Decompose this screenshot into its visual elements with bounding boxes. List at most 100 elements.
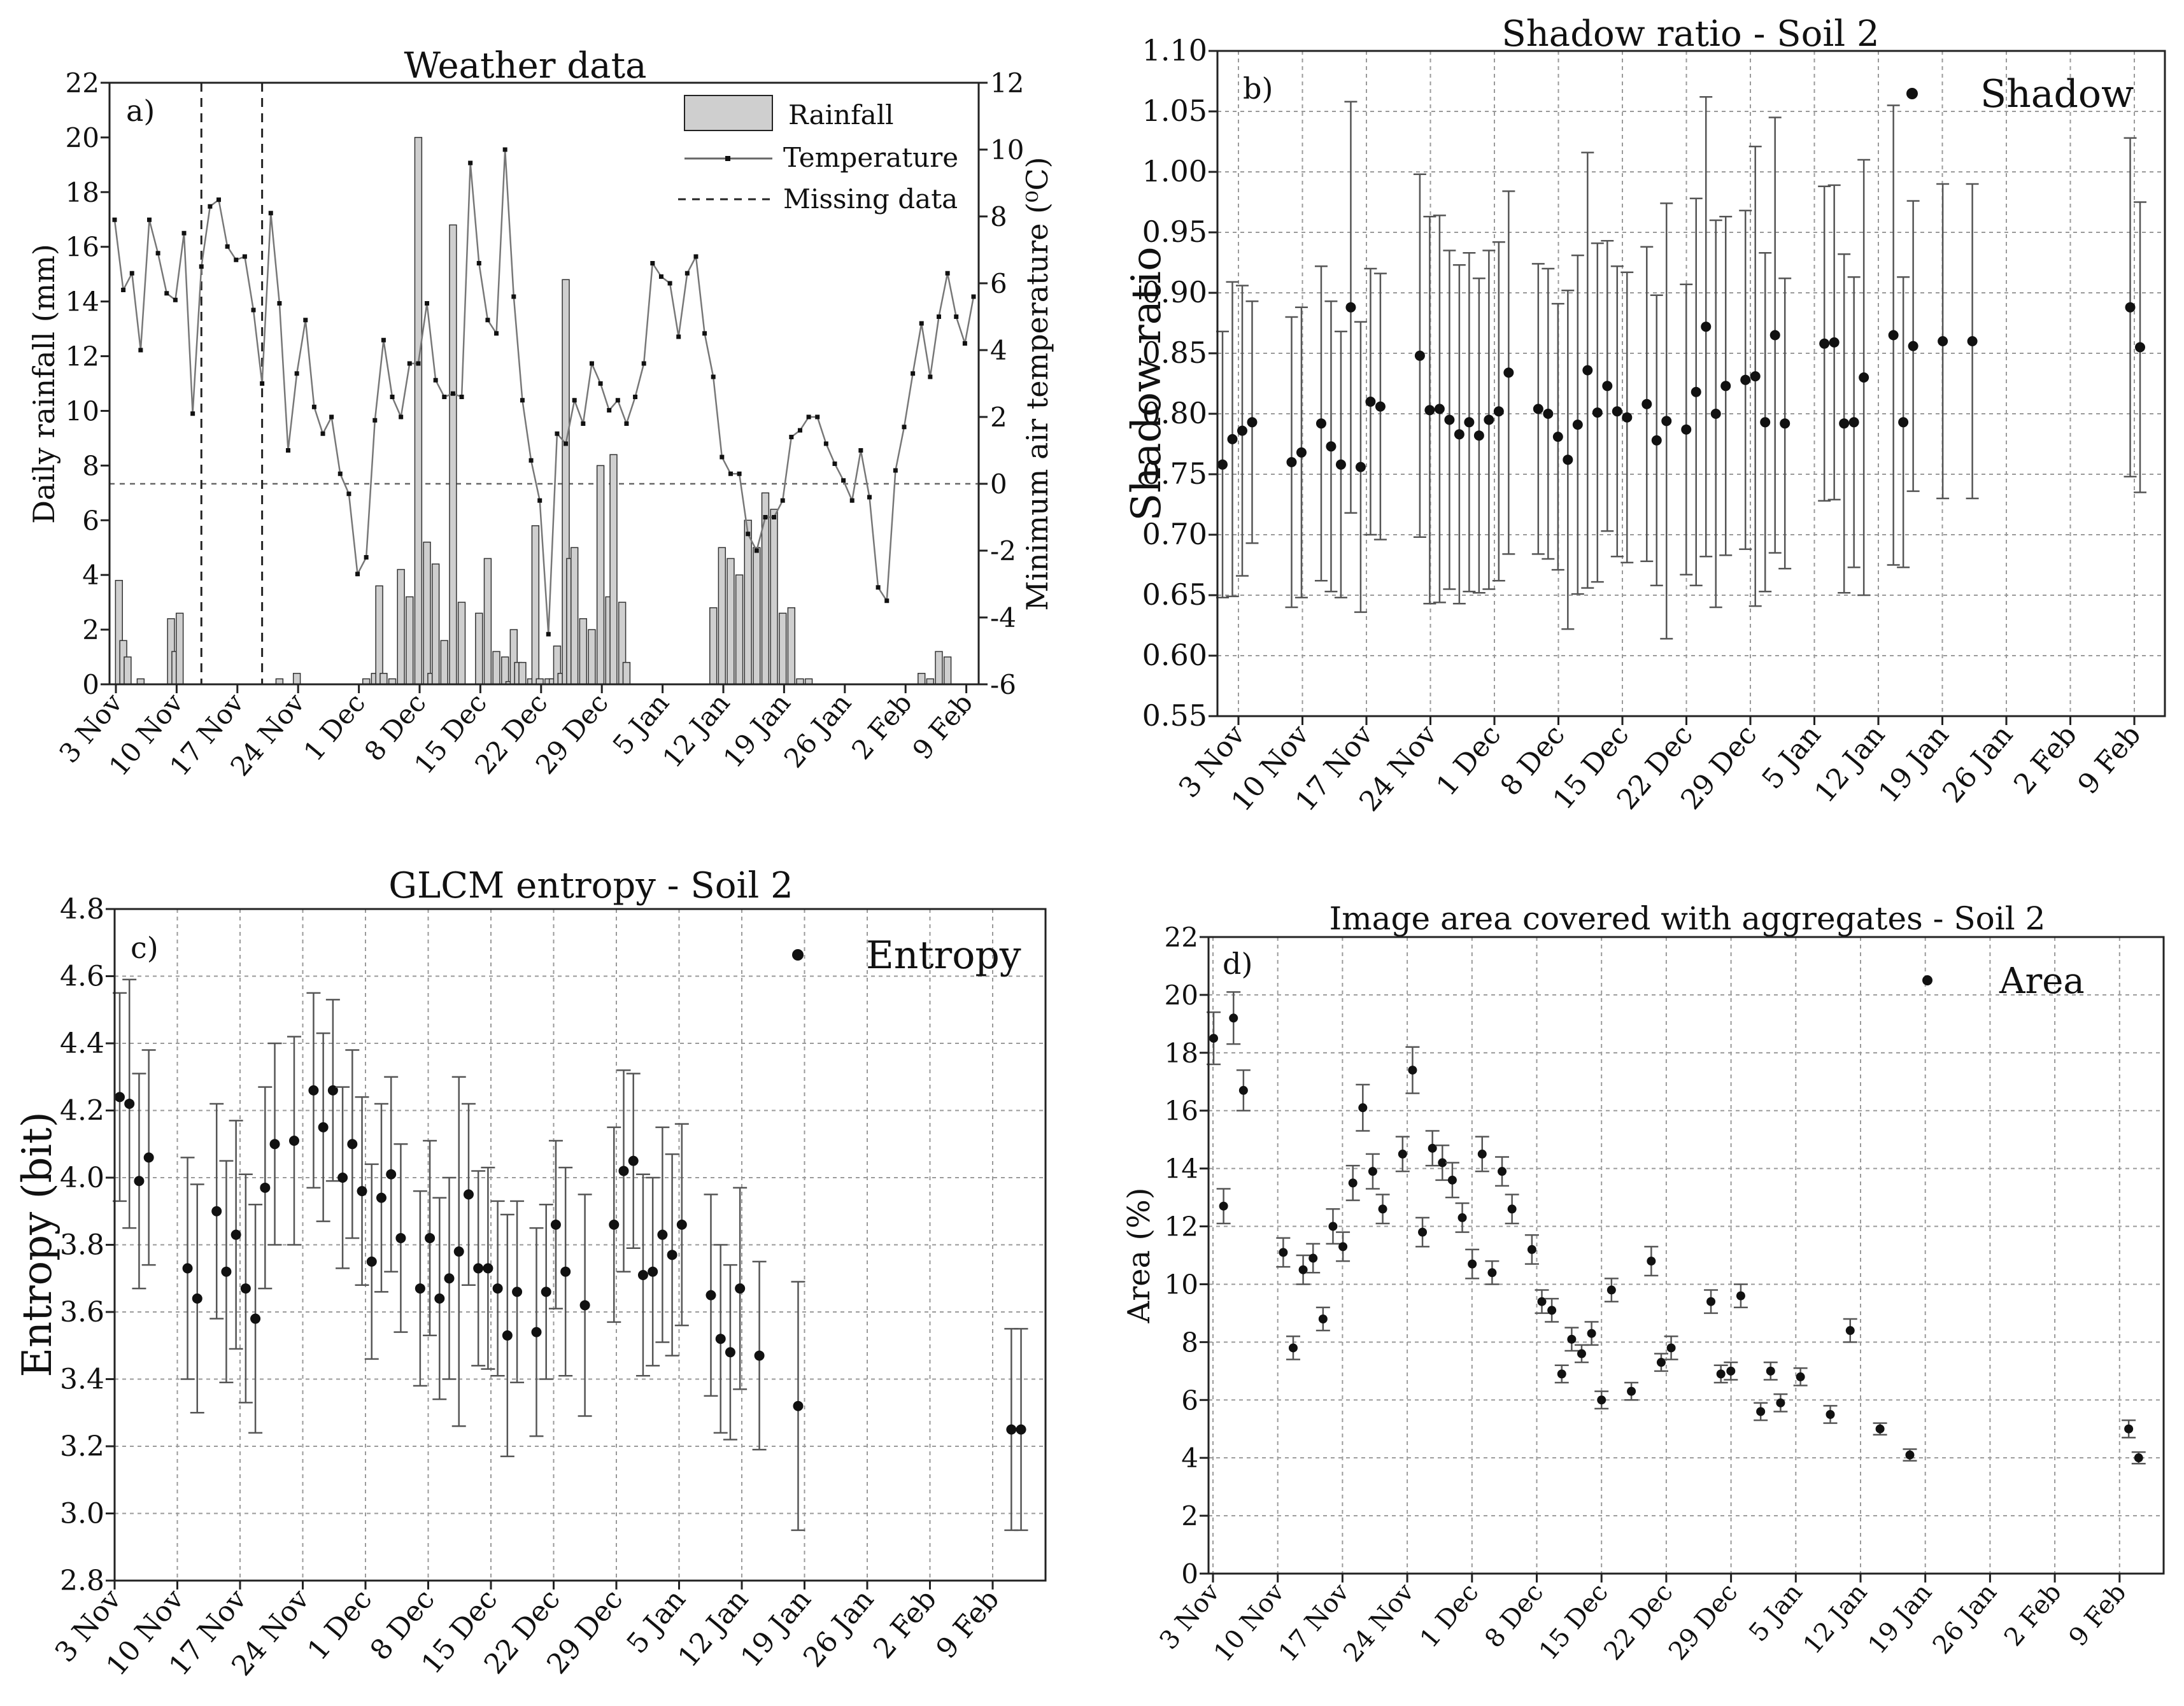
temperature-point [945, 271, 950, 276]
panel-d-ytick-label: 20 [1165, 980, 1198, 1011]
area-point [1527, 1244, 1536, 1254]
temperature-point [867, 495, 872, 500]
panel-c-plot-area: 2.83.03.23.43.63.84.04.24.44.64.83 Nov10… [49, 893, 1046, 1682]
panel-a-ytick-label: 18 [66, 177, 99, 208]
legend-entropy-label: Entropy [866, 933, 1021, 978]
temperature-point [780, 498, 785, 503]
temperature-point [962, 341, 967, 346]
area-point [1408, 1066, 1417, 1075]
area-point [1468, 1259, 1477, 1269]
legend-temperature-marker [725, 156, 730, 161]
panel-c-frame [113, 908, 1047, 1582]
temperature-point [399, 414, 404, 419]
shadow-point [1315, 418, 1326, 429]
entropy-point [134, 1176, 145, 1187]
panel-d-ytick-label: 0 [1181, 1558, 1198, 1590]
panel-a-y2tick-label: -6 [990, 669, 1016, 700]
area-point [2124, 1424, 2134, 1434]
panel-b-ytick-label: 1.10 [1142, 33, 1207, 67]
temperature-point [294, 371, 299, 376]
panel-c-ytick-label: 3.6 [60, 1296, 104, 1329]
panel-c-ytick-label: 3.4 [60, 1364, 104, 1396]
legend-rainfall-swatch [684, 95, 773, 131]
entropy-point [628, 1155, 639, 1166]
panel-c-xtick-label: 2 Feb [867, 1583, 943, 1665]
temperature-point [884, 598, 890, 603]
area-point [1308, 1253, 1318, 1263]
entropy-point [618, 1166, 629, 1176]
rainfall-bar [518, 661, 527, 685]
shadow-point [1227, 434, 1238, 444]
temperature-point [684, 271, 690, 276]
entropy-point [550, 1219, 561, 1230]
rainfall-bar [414, 137, 423, 685]
temperature-point [155, 251, 160, 256]
entropy-point [260, 1182, 271, 1193]
temperature-point [112, 217, 117, 222]
temperature-point [459, 395, 464, 399]
panel-d-ytick-label: 22 [1165, 922, 1198, 953]
area-point [1279, 1248, 1288, 1257]
legend-area-label: Area [1999, 961, 2085, 1002]
entropy-point [269, 1139, 280, 1150]
panel-d-title: Image area covered with aggregates - Soi… [1330, 900, 2046, 937]
temperature-point [546, 631, 551, 637]
panel-a-legend: Rainfall Temperature Missing data [678, 95, 958, 215]
panel-b-ytick-label: 1.05 [1142, 94, 1207, 128]
panel-b-label: b) [1243, 71, 1273, 106]
panel-b-ytick-label: 0.75 [1142, 456, 1207, 491]
rainfall-bar [483, 558, 492, 685]
temperature-point [337, 471, 343, 476]
rainfall-bar [943, 656, 952, 685]
area-point [1905, 1450, 1915, 1460]
panel-b-ytick-label: 0.65 [1142, 577, 1207, 612]
temperature-point [971, 294, 976, 299]
panel-c-ytick-label: 3.8 [60, 1229, 104, 1262]
temperature-point [320, 431, 325, 436]
rainfall-bar [935, 651, 943, 685]
area-point [1288, 1343, 1298, 1353]
temperature-point [502, 147, 507, 152]
panel-d-xtick-label: 22 Dec [1598, 1578, 1678, 1666]
rainfall-bar [423, 541, 431, 685]
panel-a-xtick-label: 26 Jan [778, 687, 858, 773]
panel-d-ytick-label: 4 [1181, 1442, 1198, 1474]
temperature-point [433, 377, 438, 383]
rainfall-bar [761, 492, 770, 685]
area-point [1328, 1222, 1338, 1231]
rainfall-bar [735, 574, 744, 685]
area-point [1587, 1329, 1596, 1338]
rainfall-bar [622, 661, 631, 685]
entropy-point [434, 1293, 445, 1304]
area-point [1776, 1398, 1785, 1407]
entropy-point [230, 1229, 241, 1240]
shadow-point [1701, 321, 1712, 332]
entropy-point [473, 1263, 484, 1274]
temperature-point [650, 261, 655, 265]
rainfall-bar [579, 618, 588, 685]
area-point [1348, 1178, 1358, 1188]
entropy-point [318, 1122, 329, 1132]
entropy-point [347, 1139, 358, 1150]
entropy-point [192, 1293, 202, 1304]
shadow-point [1484, 414, 1494, 425]
shadow-point [1375, 401, 1386, 412]
panel-c-entropy: GLCM entropy - Soil 2 2.8 3.0 3.2 3.4 3.6 3.8… [14, 865, 1047, 1682]
shadow-point [1740, 374, 1751, 385]
entropy-point [483, 1263, 493, 1274]
shadow-point [1720, 381, 1731, 391]
shadow-point [1552, 432, 1563, 442]
temperature-point [260, 381, 265, 386]
entropy-point [637, 1269, 648, 1280]
temperature-point [555, 431, 560, 436]
temperature-point [589, 361, 594, 366]
entropy-point [706, 1290, 716, 1301]
temperature-point [277, 301, 282, 306]
panel-d-xtick-label: 5 Jan [1743, 1578, 1808, 1647]
temperature-point [954, 314, 959, 319]
temperature-point [138, 348, 143, 353]
entropy-point [754, 1350, 765, 1361]
area-point [1577, 1349, 1586, 1358]
temperature-point [303, 318, 308, 323]
